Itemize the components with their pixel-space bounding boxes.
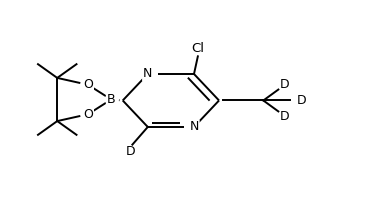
Text: N: N (189, 120, 199, 134)
Text: B: B (107, 93, 116, 106)
Text: O: O (83, 108, 93, 121)
Text: Cl: Cl (191, 42, 204, 55)
Text: D: D (296, 94, 306, 107)
Text: D: D (126, 145, 135, 158)
Text: N: N (143, 67, 152, 80)
Text: D: D (280, 78, 290, 91)
Text: O: O (83, 78, 93, 91)
Text: D: D (280, 110, 290, 123)
